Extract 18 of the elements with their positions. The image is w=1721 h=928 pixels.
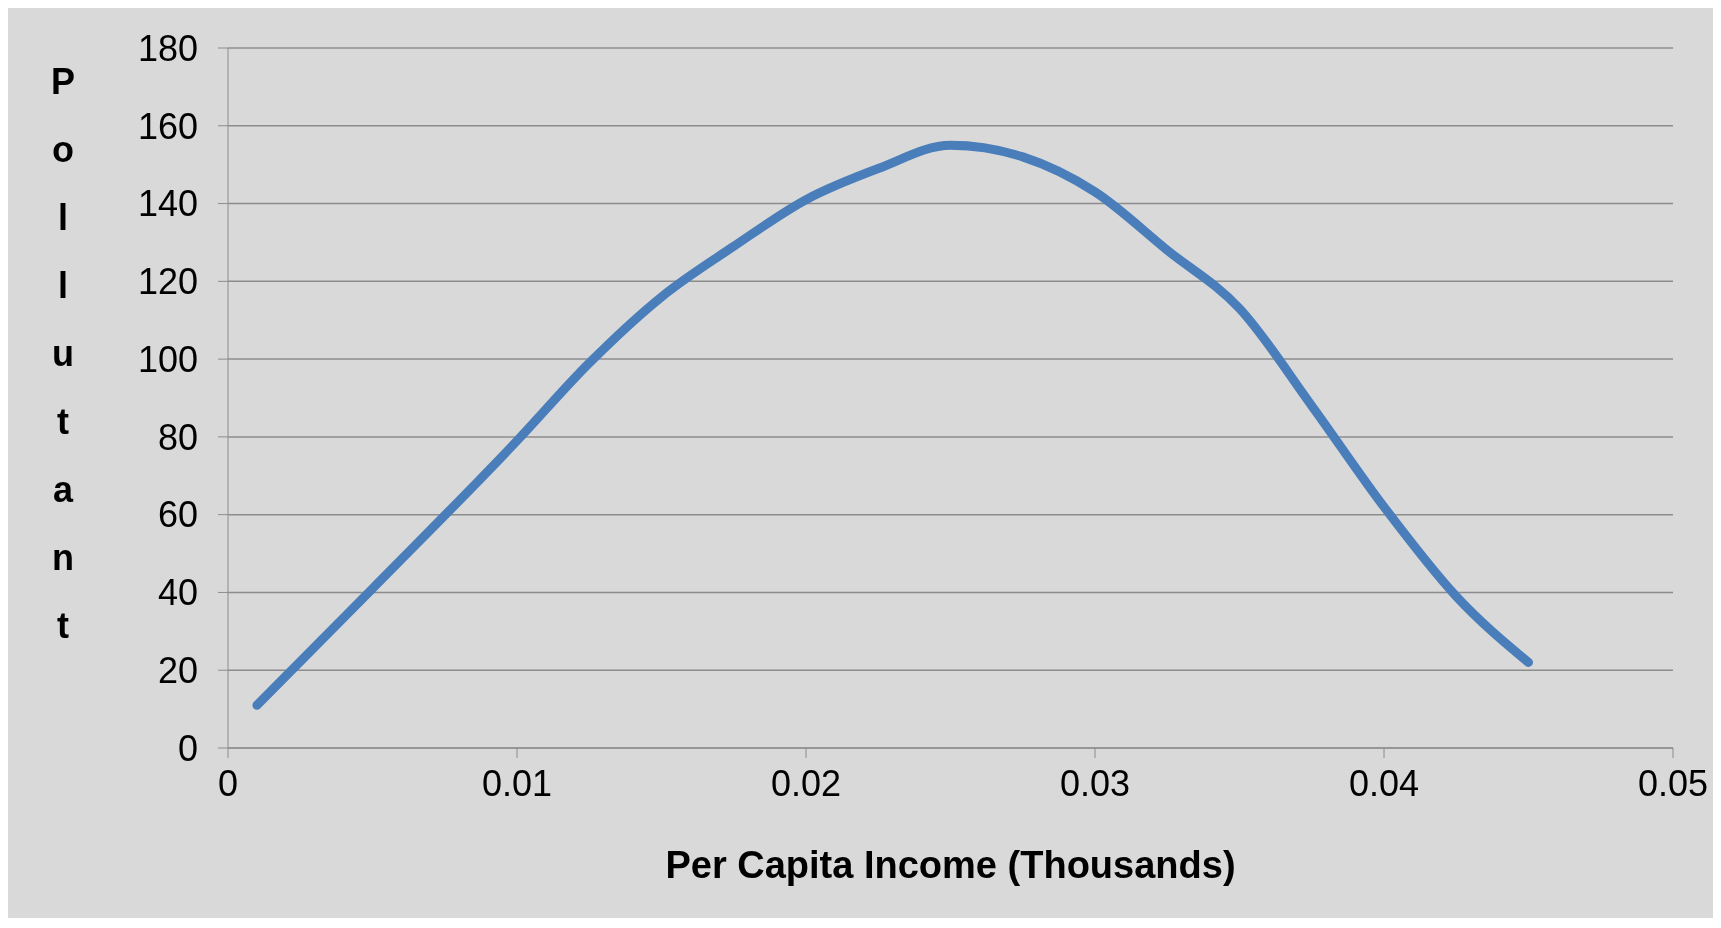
y-tick-label: 40 <box>157 572 198 614</box>
x-tick-label: 0.01 <box>481 762 553 804</box>
y-tick-label: 100 <box>137 338 198 380</box>
text: Pollutant <box>50 61 75 646</box>
y-tick-label: 180 <box>137 27 198 69</box>
x-tick-label: 0.05 <box>1637 762 1709 804</box>
y-tick-label: 140 <box>137 183 198 225</box>
x-tick-label: 0.03 <box>1059 762 1131 804</box>
x-tick-label: 0.02 <box>770 762 842 804</box>
x-tick-label: 0.04 <box>1348 762 1420 804</box>
y-tick-label: 80 <box>157 416 198 458</box>
x-axis-title: Per Capita Income (Thousands) <box>665 844 1236 886</box>
y-tick-label: 120 <box>137 261 198 303</box>
y-tick-label: 0 <box>177 727 198 769</box>
x-tick-label: 0 <box>217 762 239 804</box>
y-tick-label: 20 <box>157 650 198 691</box>
y-tick-label: 160 <box>137 105 198 147</box>
y-tick-label: 60 <box>157 494 198 536</box>
